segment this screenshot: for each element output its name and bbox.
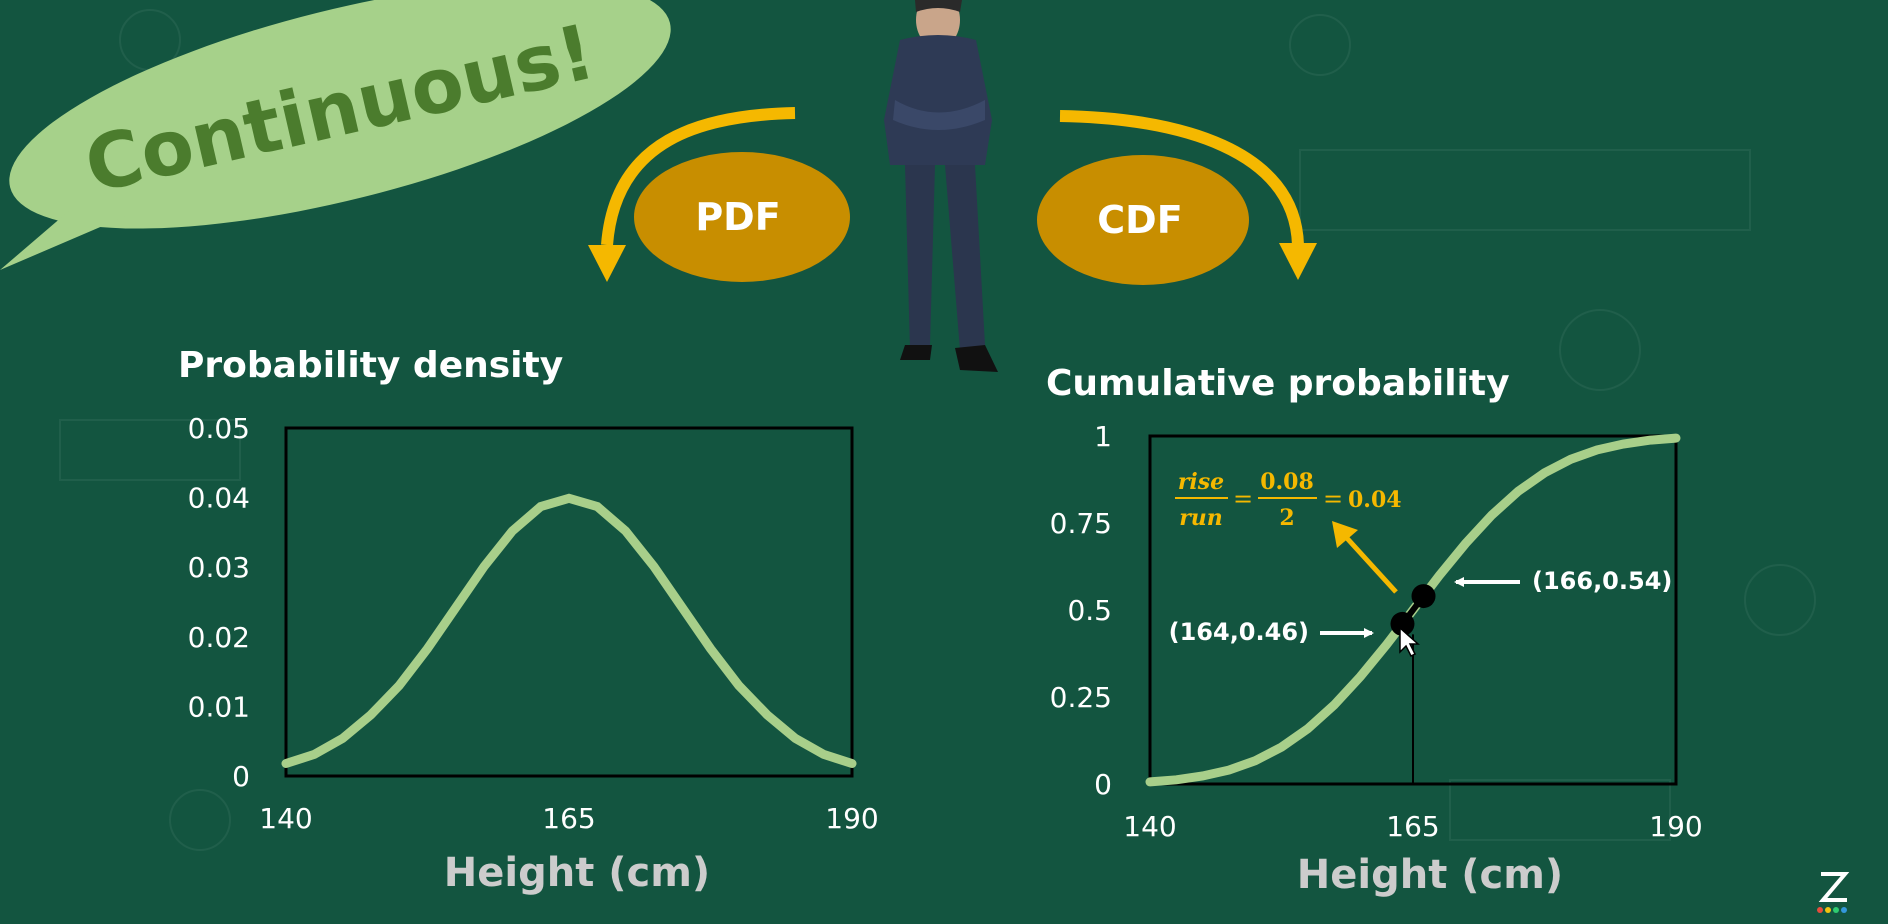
cdf-y-tick-label: 1: [1094, 420, 1112, 453]
cdf-y-tick-label: 0.25: [1050, 681, 1112, 714]
cdf-y-tick-label: 0.75: [1050, 507, 1112, 540]
mouse-cursor-icon: [1399, 626, 1420, 658]
cdf-x-tick-label: 190: [1649, 810, 1702, 843]
background-pattern: [59, 9, 1816, 851]
formula-equals-1: =: [1233, 485, 1253, 513]
cdf-chart: Cumulative probability 0 0.25 0.5 0.75 1 140…: [1046, 363, 1703, 898]
speech-bubble: Continuous!: [0, 0, 671, 270]
formula-arrow-line: [1343, 534, 1398, 594]
formula-numerator: 0.08: [1260, 469, 1314, 495]
pdf-chart: Probability density 0 0.01 0.02 0.03 0.04 0.0…: [178, 345, 879, 896]
pdf-chart-title: Probability density: [178, 345, 563, 386]
cdf-x-tick-label: 165: [1386, 810, 1439, 843]
pdf-y-tick-label: 0: [232, 760, 250, 793]
pdf-button[interactable]: PDF: [634, 152, 850, 282]
cdf-arrow: [1059, 110, 1317, 280]
cdf-x-axis-label: Height (cm): [1297, 852, 1563, 898]
formula-result: 0.04: [1348, 487, 1402, 513]
cdf-point-166-label: (166,0.54): [1532, 567, 1672, 595]
pdf-arrow: [588, 107, 796, 282]
formula-arrow-head: [1332, 521, 1358, 548]
slope-formula: rise run = 0.08 2 = 0.04: [1175, 469, 1402, 594]
pdf-y-tick-label: 0.05: [188, 412, 250, 445]
cdf-button-label: CDF: [1097, 198, 1182, 242]
formula-denominator: 2: [1279, 505, 1294, 531]
cdf-point-164: [1390, 611, 1415, 636]
pdf-x-axis-label: Height (cm): [444, 850, 710, 896]
pdf-y-tick-label: 0.02: [188, 621, 250, 654]
pdf-plot-frame: [284, 426, 854, 778]
formula-equals-2: =: [1323, 485, 1343, 513]
cdf-y-tick-label: 0: [1094, 768, 1112, 801]
brand-logo-icon: [1817, 872, 1850, 913]
formula-rise: rise: [1178, 469, 1224, 495]
pdf-y-tick-label: 0.01: [188, 690, 250, 723]
formula-run: run: [1179, 505, 1223, 531]
cdf-point-164-label: (164,0.46): [1169, 618, 1309, 646]
pdf-button-label: PDF: [695, 195, 780, 239]
pdf-y-tick-label: 0.04: [188, 482, 250, 515]
pdf-x-tick-label: 165: [542, 802, 595, 835]
pdf-x-tick-label: 140: [259, 802, 312, 835]
cdf-point-166: [1411, 584, 1436, 609]
cdf-x-tick-label: 140: [1123, 810, 1176, 843]
pdf-curve: [281, 493, 857, 768]
cdf-chart-title: Cumulative probability: [1046, 363, 1510, 404]
pdf-x-tick-label: 190: [825, 802, 878, 835]
cdf-y-tick-label: 0.5: [1067, 594, 1112, 627]
cdf-button[interactable]: CDF: [1037, 155, 1249, 285]
pdf-y-tick-label: 0.03: [188, 551, 250, 584]
presenter-figure: [884, 0, 998, 372]
